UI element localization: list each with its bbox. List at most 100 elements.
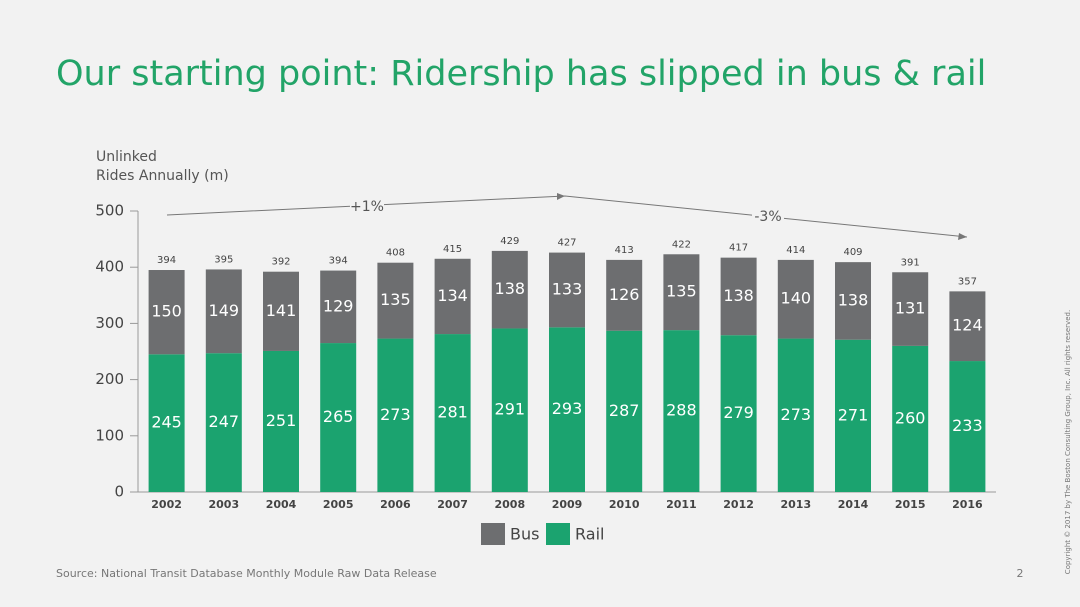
value-label: 133 [552,279,583,298]
value-label: 265 [323,407,354,426]
value-label: 150 [151,302,182,321]
total-label: 417 [729,243,748,254]
bar-segment [263,350,299,492]
value-label: 138 [723,286,754,305]
legend-label: Rail [575,525,604,544]
value-label: 260 [895,408,926,427]
value-label: 281 [437,403,468,422]
annotation: +1% [350,199,384,215]
x-tick-label: 2002 [151,498,182,511]
bar-segment [205,353,242,492]
value-label: 140 [781,289,812,308]
bar-segment [835,339,871,492]
arrow-head [958,233,967,240]
annotation: -3% [754,209,781,225]
bar-segment [892,345,929,492]
x-tick-label: 2015 [895,498,926,511]
page-number: 2 [1017,567,1024,580]
y-tick-label: 400 [95,258,124,276]
x-tick-label: 2003 [208,498,239,511]
source: Source: National Transit Database Monthl… [56,567,437,580]
title: Our starting point: Ridership has slippe… [56,54,986,94]
total-label: 409 [843,247,862,258]
value-label: 135 [380,290,411,309]
bar-segment [263,271,299,351]
y-tick-label: 500 [95,202,124,220]
value-label: 273 [380,405,411,424]
y-tick-label: 100 [95,426,124,444]
total-label: 392 [271,257,290,268]
value-label: 279 [723,403,754,422]
total-label: 408 [386,248,405,259]
bar-segment [434,258,471,335]
value-label: 271 [838,405,869,424]
value-label: 251 [266,411,297,430]
total-label: 415 [443,244,462,255]
bar-segment [320,270,357,344]
bar-segment [777,338,814,492]
total-label: 413 [615,245,634,256]
bar-segment [777,259,814,339]
value-label: 247 [209,412,240,431]
value-label: 291 [495,400,526,419]
x-tick-label: 2012 [723,498,754,511]
value-label: 149 [209,301,240,320]
bar-segment [205,269,242,354]
bar-segment [377,338,414,492]
bar-segment [491,328,528,492]
bar-segment [606,259,643,331]
total-label: 422 [672,239,691,250]
bar-segment [949,361,986,492]
y-axis-label: Unlinked [96,149,157,165]
bar-segment [377,262,414,339]
bar-segment [434,334,471,492]
value-label: 129 [323,296,354,315]
total-label: 395 [214,254,233,265]
value-label: 138 [495,279,526,298]
value-label: 134 [437,286,468,305]
bar-segment [549,327,585,492]
legend-swatch [481,523,505,545]
bar-segment [720,335,757,492]
bar-segment [663,254,700,331]
bar-segment [892,272,929,346]
value-label: 126 [609,285,640,304]
value-label: 245 [151,413,182,432]
annotation-bg [350,198,384,216]
legend-label: Bus [510,525,539,544]
bar-segment [491,250,528,329]
copyright: Copyright © 2017 by The Boston Consultin… [1064,310,1072,574]
bar-segment [148,270,185,355]
x-tick-label: 2014 [838,498,869,511]
total-label: 427 [557,238,576,249]
total-label: 414 [786,245,805,256]
bar-segment [835,262,871,340]
total-label: 394 [157,255,176,266]
value-label: 131 [895,299,926,318]
value-label: 135 [666,282,697,301]
y-tick-label: 200 [95,370,124,388]
x-tick-label: 2013 [780,498,811,511]
x-tick-label: 2005 [323,498,354,511]
x-tick-label: 2008 [494,498,525,511]
value-label: 273 [781,405,812,424]
total-label: 391 [901,257,920,268]
x-tick-label: 2004 [266,498,297,511]
value-label: 293 [552,399,583,418]
annotation-bg [752,208,784,226]
bar-segment [320,343,357,492]
x-tick-label: 2016 [952,498,983,511]
value-label: 288 [666,401,697,420]
y-tick-label: 300 [95,314,124,332]
bar-segment [949,291,986,362]
y-tick-label: 0 [114,483,124,501]
x-tick-label: 2011 [666,498,697,511]
value-label: 233 [952,416,983,435]
legend-swatch [546,523,570,545]
value-label: 141 [266,301,297,320]
total-label: 394 [329,256,348,267]
bar-segment [549,252,585,328]
x-tick-label: 2010 [609,498,640,511]
bar-segment [663,330,700,492]
